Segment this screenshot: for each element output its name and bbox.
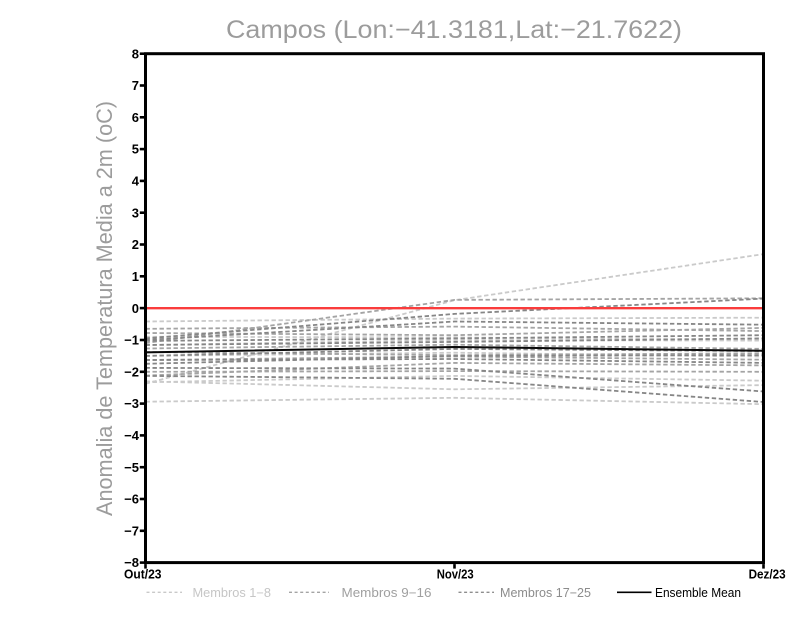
svg-text:Membros 17−25: Membros 17−25 — [500, 586, 591, 600]
svg-text:7: 7 — [132, 78, 139, 93]
svg-text:−6: −6 — [124, 492, 139, 507]
svg-text:5: 5 — [132, 142, 139, 157]
svg-text:−7: −7 — [124, 523, 139, 538]
svg-text:4: 4 — [132, 174, 140, 189]
svg-text:2: 2 — [132, 237, 139, 252]
svg-text:Dez/23: Dez/23 — [749, 567, 786, 582]
svg-text:6: 6 — [132, 110, 139, 125]
svg-text:−2: −2 — [124, 364, 139, 379]
svg-text:Nov/23: Nov/23 — [437, 567, 474, 582]
svg-text:Membros 1−8: Membros 1−8 — [193, 586, 272, 600]
svg-text:0: 0 — [132, 301, 139, 316]
svg-text:8: 8 — [132, 46, 139, 61]
svg-text:Membros 9−16: Membros 9−16 — [342, 586, 432, 600]
svg-text:−5: −5 — [124, 460, 139, 475]
svg-text:Anomalia de Temperatura Media: Anomalia de Temperatura Media a 2m (oC) — [92, 101, 117, 516]
svg-text:−1: −1 — [124, 333, 139, 348]
svg-text:−3: −3 — [124, 396, 139, 411]
svg-text:−8: −8 — [124, 555, 139, 570]
svg-text:1: 1 — [132, 269, 139, 284]
svg-text:Out/23: Out/23 — [124, 567, 162, 582]
svg-text:−4: −4 — [124, 428, 140, 443]
svg-text:3: 3 — [132, 205, 139, 220]
svg-text:Campos (Lon:−41.3181,Lat:−21.7: Campos (Lon:−41.3181,Lat:−21.7622) — [226, 16, 682, 44]
svg-text:Ensemble Mean: Ensemble Mean — [655, 586, 741, 600]
